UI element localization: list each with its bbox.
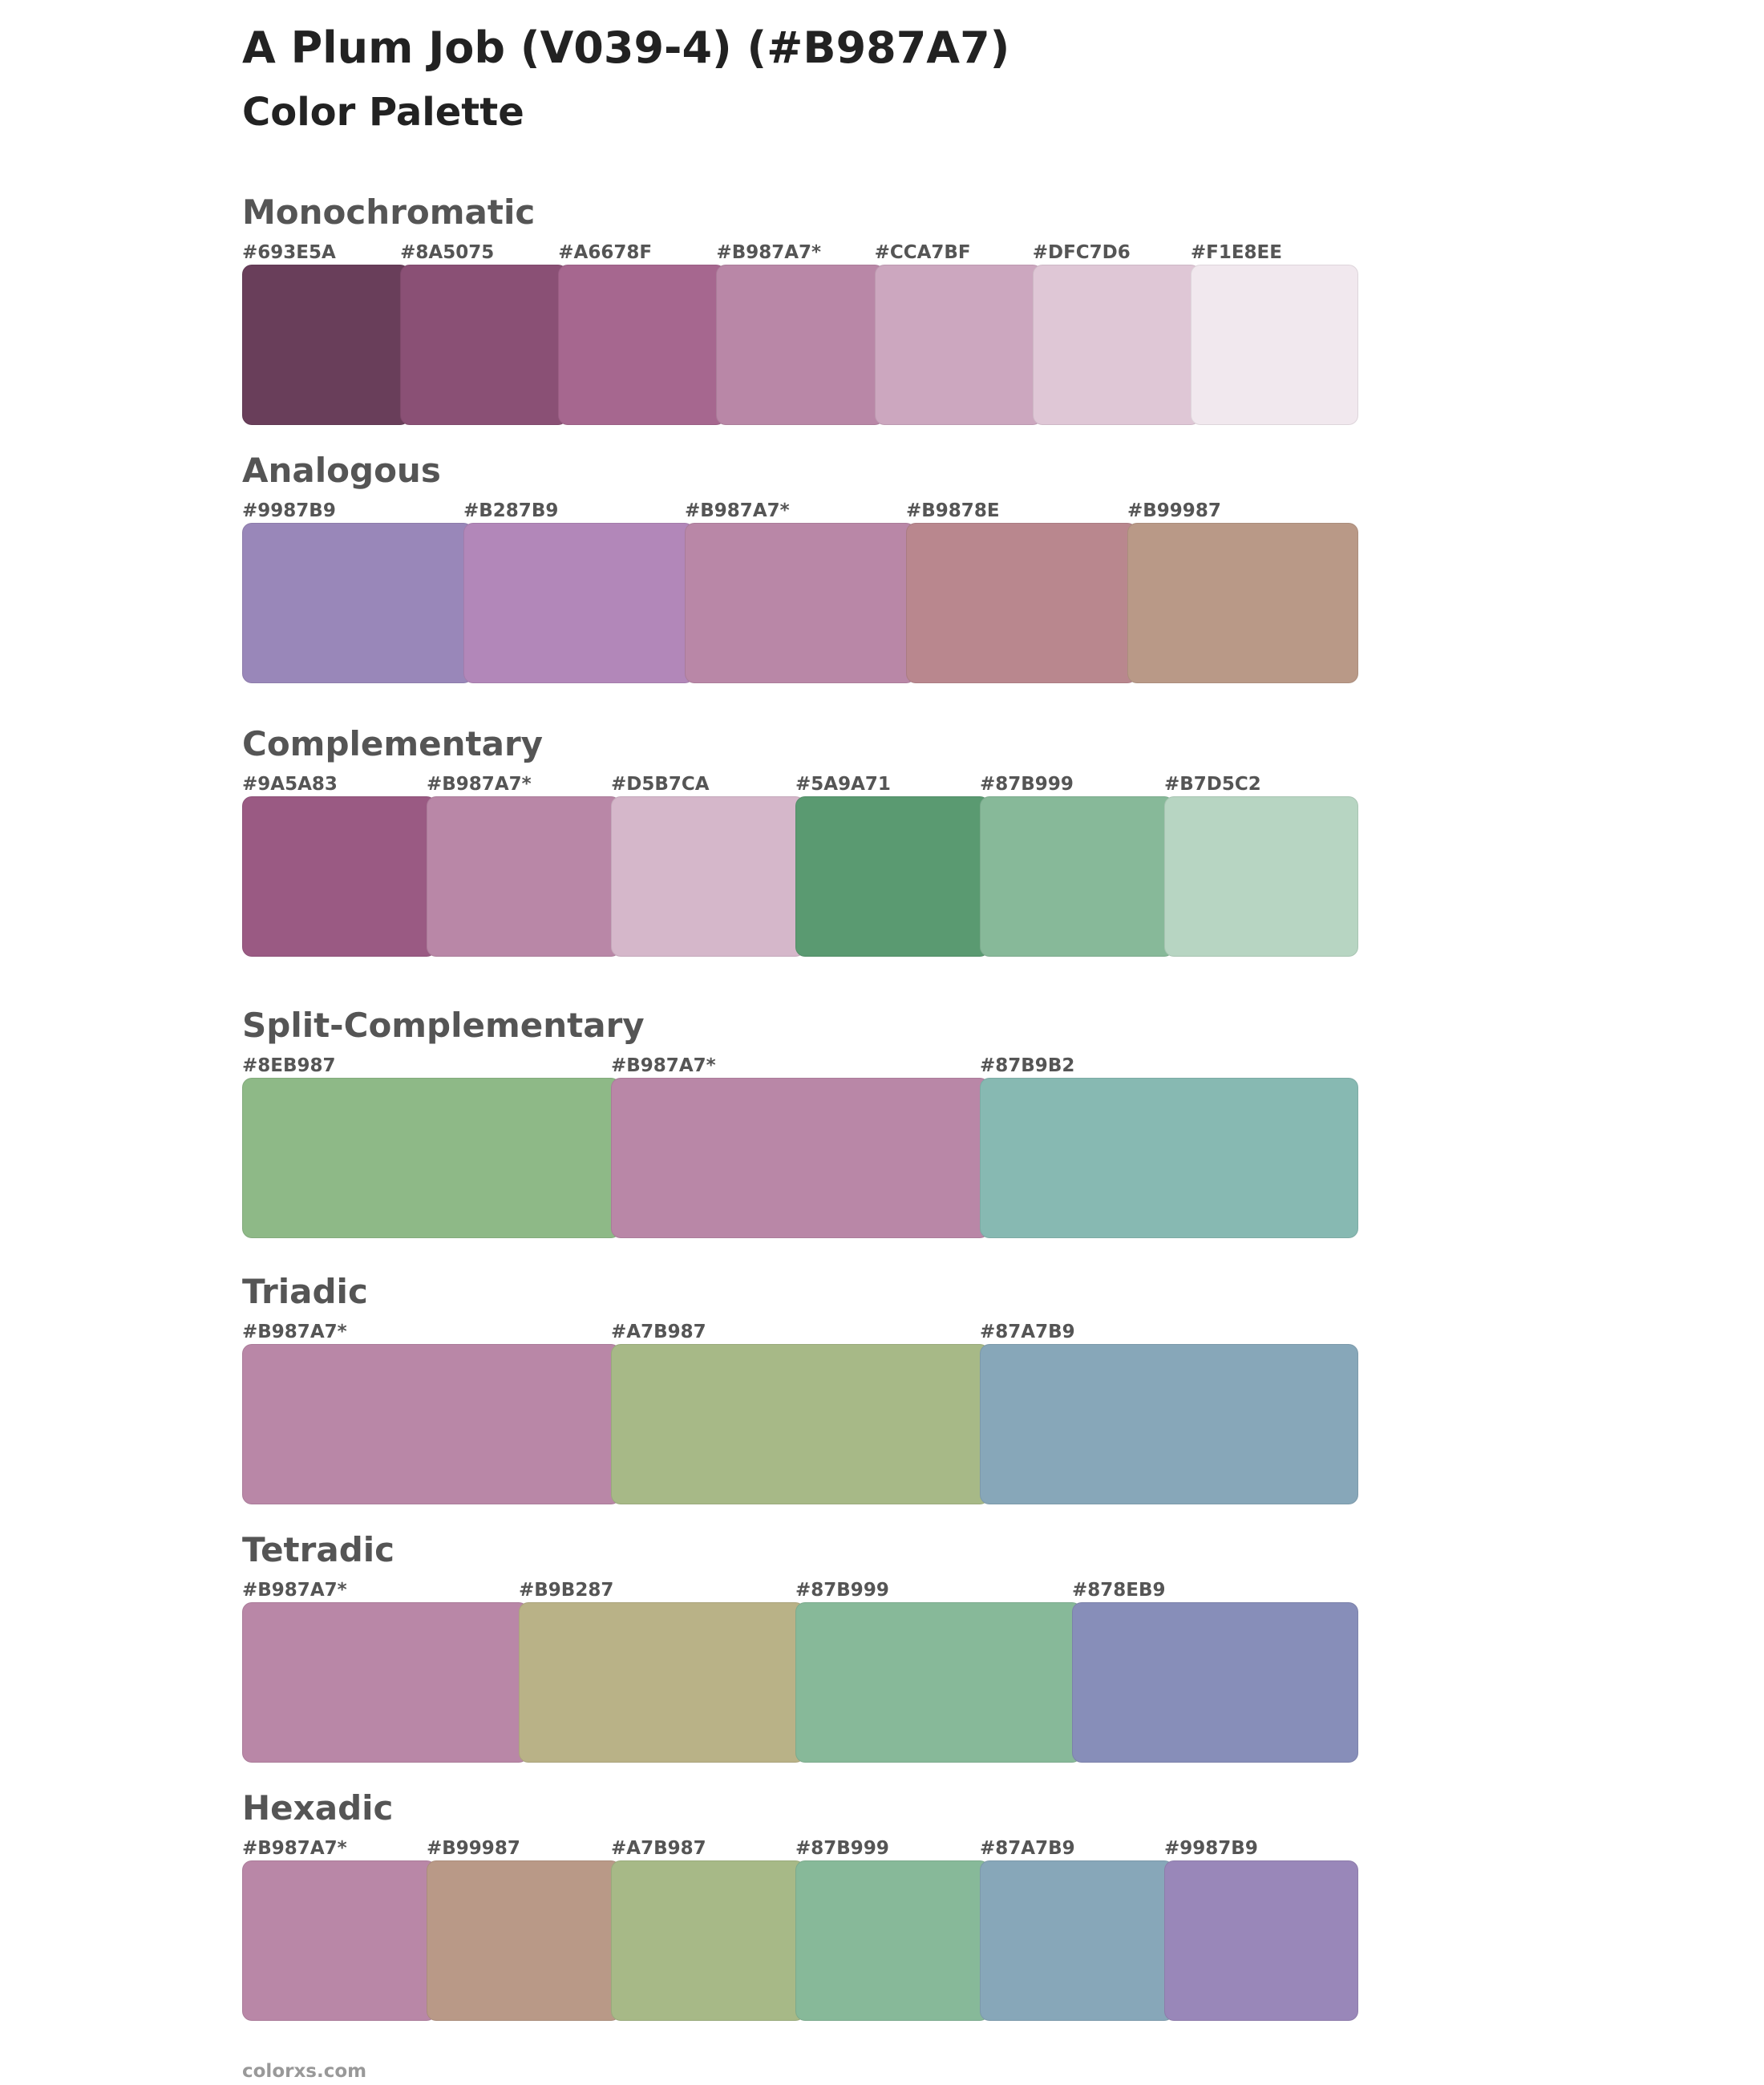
swatch-label: #B987A7* [242, 1580, 347, 1601]
swatch-label: #CCA7BF [874, 242, 971, 263]
color-swatch [1072, 1602, 1358, 1763]
color-swatch [980, 1344, 1358, 1504]
color-swatch [795, 796, 989, 957]
color-swatch [427, 1860, 621, 2021]
page-title: A Plum Job (V039-4) (#B987A7) [242, 22, 1010, 73]
swatch-label: #693E5A [242, 242, 336, 263]
swatch-label: #B987A7* [242, 1838, 347, 1859]
color-swatch [1164, 796, 1358, 957]
swatch-label: #9987B9 [242, 500, 336, 521]
swatch-label: #878EB9 [1072, 1580, 1166, 1601]
swatch-label: #87B9B2 [980, 1055, 1075, 1076]
swatch-label: #87A7B9 [980, 1322, 1075, 1342]
swatch-label: #F1E8EE [1190, 242, 1282, 263]
swatch-label: #87B999 [795, 1838, 889, 1859]
color-swatch [242, 523, 473, 683]
swatch-label: #87A7B9 [980, 1838, 1075, 1859]
swatch-label: #A6678F [558, 242, 653, 263]
color-swatch [980, 796, 1174, 957]
color-swatch [1164, 1860, 1358, 2021]
color-swatch [242, 1078, 621, 1238]
swatch-label: #DFC7D6 [1032, 242, 1131, 263]
color-swatch [795, 1602, 1082, 1763]
section-heading: Analogous [242, 451, 441, 490]
color-swatch [1032, 265, 1200, 425]
swatch-label: #B99987 [427, 1838, 520, 1859]
swatch-label: #B99987 [1127, 500, 1221, 521]
section-heading: Hexadic [242, 1788, 394, 1828]
color-swatch [611, 1860, 805, 2021]
page-subtitle: Color Palette [242, 90, 524, 135]
color-swatch [519, 1602, 805, 1763]
color-swatch [980, 1078, 1358, 1238]
color-swatch [795, 1860, 989, 2021]
swatch-label: #9987B9 [1164, 1838, 1258, 1859]
color-swatch [716, 265, 884, 425]
color-swatch [242, 265, 411, 425]
color-swatch [400, 265, 568, 425]
swatch-label: #87B999 [795, 1580, 889, 1601]
color-swatch [463, 523, 694, 683]
swatch-label: #B287B9 [463, 500, 559, 521]
section-heading: Triadic [242, 1272, 368, 1311]
swatch-label: #B987A7* [427, 774, 532, 795]
swatch-label: #B987A7* [611, 1055, 716, 1076]
swatch-label: #9A5A83 [242, 774, 338, 795]
color-swatch [685, 523, 916, 683]
swatch-label: #B987A7* [716, 242, 822, 263]
swatch-label: #B987A7* [242, 1322, 347, 1342]
swatch-label: #8EB987 [242, 1055, 336, 1076]
color-swatch [611, 1344, 989, 1504]
swatch-label: #87B999 [980, 774, 1074, 795]
color-swatch [611, 796, 805, 957]
color-swatch [874, 265, 1042, 425]
swatch-label: #B7D5C2 [1164, 774, 1261, 795]
section-heading: Complementary [242, 724, 544, 763]
color-swatch [242, 1344, 621, 1504]
color-swatch [1190, 265, 1358, 425]
color-swatch [980, 1860, 1174, 2021]
color-swatch [242, 796, 436, 957]
swatch-label: #8A5075 [400, 242, 495, 263]
swatch-label: #B9878E [906, 500, 1000, 521]
swatch-label: #B987A7* [685, 500, 790, 521]
swatch-label: #A7B987 [611, 1838, 706, 1859]
swatch-label: #B9B287 [519, 1580, 614, 1601]
color-swatch [1127, 523, 1358, 683]
color-swatch [242, 1602, 528, 1763]
footer: colorxs.com [242, 2061, 367, 2082]
color-swatch [906, 523, 1137, 683]
color-swatch [558, 265, 726, 425]
color-swatch [611, 1078, 989, 1238]
swatch-label: #5A9A71 [795, 774, 891, 795]
color-swatch [427, 796, 621, 957]
swatch-label: #D5B7CA [611, 774, 710, 795]
color-swatch [242, 1860, 436, 2021]
section-heading: Split-Complementary [242, 1006, 645, 1045]
section-heading: Monochromatic [242, 192, 536, 232]
swatch-label: #A7B987 [611, 1322, 706, 1342]
section-heading: Tetradic [242, 1530, 395, 1569]
